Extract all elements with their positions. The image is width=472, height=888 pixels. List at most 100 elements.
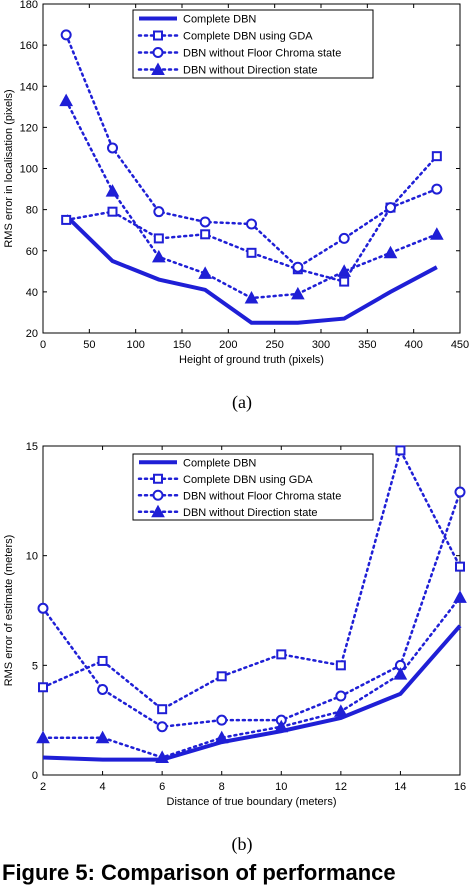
y-tick-label: 15 [26,441,38,453]
series-2-point [335,660,346,671]
series-3-point [97,683,109,695]
series-2-point [157,704,168,715]
chart-a: 0 50 100 150 200 250 300 350 400 450 20 40 60 80 100 12… [3,0,469,413]
y-tick-label: 180 [20,0,38,11]
series-line-4 [64,99,439,300]
series-2-point [38,682,48,693]
series-2-point [431,151,442,162]
series-4-point [337,264,352,277]
series-4-point [198,266,213,279]
x-tick-label: 450 [451,339,469,351]
series-3-point [454,486,466,498]
legend-label-4: DBN without Direction state [183,65,318,77]
series-3-point [60,29,72,41]
series-2-point [339,276,350,287]
series-4-point [155,750,169,763]
series-4-point [453,590,467,603]
x-tick-label: 50 [83,339,95,351]
legend-marker-3 [152,47,164,58]
series-2-point [216,671,227,682]
series-4-point [244,290,259,304]
legend-box [132,453,374,521]
chart-b: 2 4 6 8 10 12 14 16 0 5 10 15 Distance of true bound… [3,441,467,855]
subfigure-caption: (a) [232,392,252,413]
series-4-point [334,704,348,717]
series-3-point [338,232,350,244]
x-tick-label: 16 [454,781,466,793]
subfigure-caption: (b) [232,834,253,855]
x-tick-label: 12 [335,781,347,793]
legend: Complete DBN Complete DBN using GDA DBN wi… [132,9,374,79]
y-tick-label: 0 [32,770,38,782]
y-axis-label: RMS error of estimate (meters) [3,535,15,687]
legend-label-2: Complete DBN using GDA [183,31,313,43]
y-tick-label: 60 [26,246,38,258]
y-axis-label: RMS error in localisation (pixels) [3,89,15,247]
series-line-1 [64,214,438,325]
series-4-point [393,667,408,680]
series-2-point [61,214,72,225]
x-tick-label: 6 [159,781,165,793]
x-tick-label: 250 [265,339,283,351]
series-3-point [335,690,347,702]
series-line-4 [41,596,462,759]
x-tick-label: 10 [275,781,287,793]
series-3-point [153,206,165,218]
legend-marker-4 [151,62,165,75]
series-3-point [246,218,257,230]
series-line-2 [41,446,462,711]
y-tick-label: 120 [20,122,38,134]
series-4-point [151,249,166,263]
series-2-point [97,655,108,666]
y-tick-label: 160 [20,40,38,52]
series-4-point [429,227,444,240]
x-tick-label: 2 [40,781,46,793]
series-4-point [274,719,289,733]
series-4-point [59,93,74,107]
series-2-point [276,649,287,660]
y-tick-label: 140 [20,81,38,93]
x-tick-label: 150 [173,339,191,351]
x-tick-label: 14 [394,781,406,793]
y-tick-label: 5 [32,660,38,672]
x-tick-label: 400 [404,339,422,351]
legend-label-2: Complete DBN using GDA [183,474,313,486]
series-2-point [107,206,118,217]
series-3-point [37,602,49,614]
legend-marker-4 [151,504,165,518]
series-3-point [107,142,118,154]
legend-marker-2 [153,30,163,41]
legend-label-3: DBN without Floor Chroma state [183,490,341,502]
series-3-point [216,714,228,726]
x-tick-label: 100 [126,339,144,351]
x-axis-label: Height of ground truth (pixels) [179,354,324,366]
series-4-point [383,245,398,259]
series-line-1 [42,624,462,762]
legend-label-1: Complete DBN [183,457,256,469]
y-tick-label: 80 [26,205,38,217]
legend-marker-2 [153,473,163,484]
y-tick-label: 40 [26,287,38,299]
series-3-point [156,721,168,733]
series-2-point [395,445,406,456]
series-3-point [199,216,211,228]
series-4-point [95,730,110,744]
legend: Complete DBN Complete DBN using GDA DBN wi… [132,453,374,521]
series-3-point [292,261,304,273]
x-tick-label: 200 [219,339,237,351]
y-tick-label: 10 [26,551,38,563]
x-tick-label: 0 [40,339,46,351]
y-tick-label: 100 [20,164,38,176]
series-2-point [200,229,211,240]
series-2-point [246,247,257,258]
x-axis-label: Distance of true boundary (meters) [167,796,337,808]
series-2-point [455,561,465,572]
series-4-point [290,286,305,300]
x-tick-label: 8 [219,781,225,793]
series-3-point [431,183,443,195]
series-2-point [153,233,164,244]
x-tick-label: 350 [358,339,376,351]
y-tick-label: 20 [26,328,38,340]
series-4-point [214,730,229,744]
x-tick-label: 300 [312,339,330,351]
